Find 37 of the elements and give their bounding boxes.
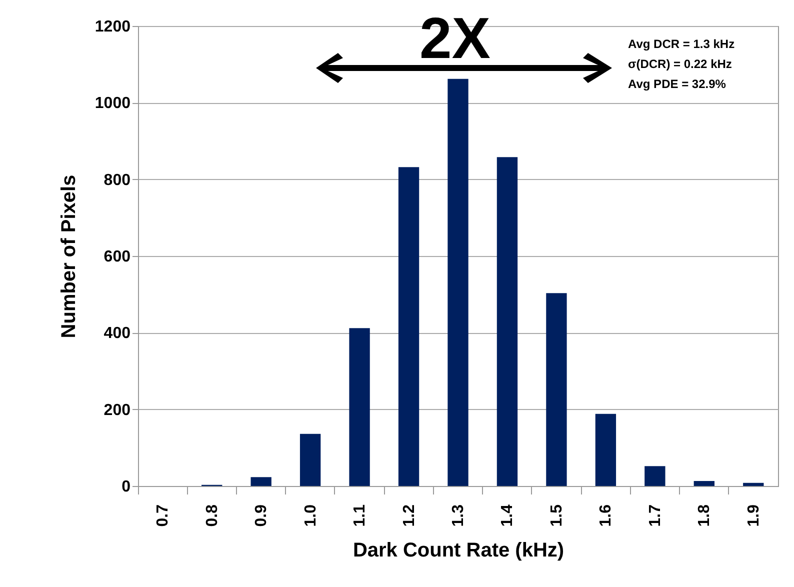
- bar: [250, 477, 272, 486]
- y-tick-label: 600: [104, 248, 131, 266]
- annotation: 2X: [420, 6, 491, 71]
- bar: [300, 434, 321, 486]
- y-tick-label: 1200: [94, 18, 131, 36]
- x-tick-label: 1.2: [400, 504, 418, 527]
- x-tick-label: 1.8: [696, 504, 714, 527]
- x-tick-label: 0.7: [154, 504, 172, 527]
- bar: [448, 78, 468, 486]
- x-tick-label: 1.1: [352, 504, 369, 527]
- x-tick-label: 1.7: [646, 504, 664, 527]
- bar: [694, 481, 714, 486]
- bar: [398, 167, 420, 486]
- bar: [595, 414, 616, 486]
- annotation: σ(DCR) = 0.22 kHz: [628, 57, 732, 71]
- x-tick-label: 0.8: [204, 504, 221, 527]
- x-tick-label: 1.5: [548, 504, 566, 527]
- x-axis-title: Dark Count Rate (kHz): [352, 540, 564, 562]
- bar: [546, 293, 567, 486]
- x-tick-label: 1.6: [598, 504, 615, 527]
- y-tick-label: 200: [104, 402, 131, 419]
- bar: [743, 482, 764, 486]
- bar: [644, 466, 666, 486]
- y-axis-title: Number of Pixels: [58, 174, 80, 338]
- annotation: Avg PDE = 32.9%: [628, 77, 726, 91]
- y-tick-label: 1000: [94, 95, 131, 112]
- y-tick-label: 400: [104, 325, 131, 342]
- y-tick-label: 0: [122, 478, 131, 496]
- x-tick-label: 0.9: [253, 504, 270, 527]
- annotation: Avg DCR = 1.3 kHz: [628, 37, 735, 51]
- bar: [496, 157, 518, 486]
- y-tick-label: 800: [104, 172, 131, 189]
- x-tick-label: 1.9: [745, 504, 762, 527]
- x-tick-label: 1.3: [450, 504, 467, 527]
- x-tick-label: 1.4: [499, 504, 516, 527]
- x-tick-label: 1.0: [302, 504, 320, 527]
- bar: [349, 328, 370, 486]
